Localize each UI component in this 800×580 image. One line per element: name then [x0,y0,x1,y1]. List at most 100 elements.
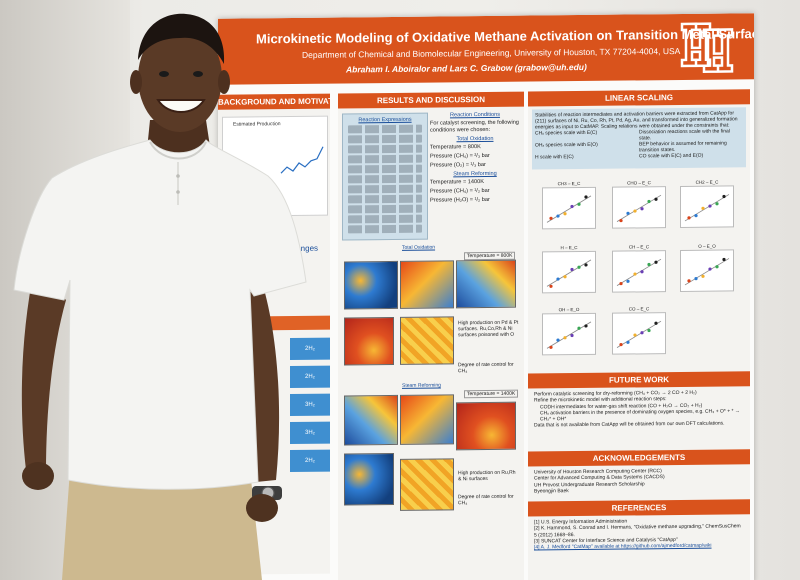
eye-left [159,71,169,77]
ear-left [130,70,142,94]
scaling-fit-line [684,258,730,286]
steam-reforming-ch4: Pressure (CH₄) = ¹/₂ bar [430,187,490,195]
scaling-fit-line [616,194,662,222]
scaling-point [570,267,574,272]
shirt-button-2 [176,190,180,194]
left-eq-4: 3H₂ [290,421,330,445]
scaling-point [626,340,630,344]
linear-scaling-box: Stabilities of reaction intermediates an… [532,107,746,170]
heatmap-steam-3 [456,401,516,451]
scaling-point [633,209,637,213]
oxidation-note-2: Degree of rate control for CH₄ [458,361,514,375]
heatmap-steam-4 [344,452,394,506]
scaling-point [708,267,712,271]
scaling-point [577,265,581,269]
scaling-point [584,195,588,199]
scaling-plots: CH3 – E_C CHO – E_C CH2 – E_C H – E_C CH – E… [528,104,750,356]
linear-bullet-4: CO scale with E(C) and E(O) [639,152,704,160]
scaling-plot-title: OH – E_O [558,307,580,313]
scaling-point [556,214,560,218]
poster-banner: Microkinetic Modeling of Oxidative Metha… [218,13,754,85]
scaling-point [563,336,567,340]
scaling-point [584,263,588,267]
scaling-point [722,257,726,262]
scaling-point [570,333,574,338]
scaling-plot: H – E_C [542,245,596,294]
total-oxidation-plot-label: Total Oxidation [402,244,436,251]
scaling-point [687,279,691,283]
heatmap-oxidation-2 [400,260,454,309]
scaling-point [633,333,637,337]
scaling-point [701,274,705,278]
scaling-point [584,324,588,328]
poster-authors: Abraham I. Aboiralor and Lars C. Grabow … [346,61,587,75]
scaling-plot: CO – E_C [612,306,666,355]
scaling-fit-line [546,259,592,287]
reaction-expressions-title: Reaction Expressions [358,116,412,124]
scaling-plot: OH – E_O [542,307,596,356]
results-heading: RESULTS AND DISCUSSION [338,91,524,109]
linear-bullet-2: OHₓ species scale with E(O) [535,141,598,149]
linear-scaling-text: Stabilities of reaction intermediates an… [535,110,738,131]
heatmap-steam-2 [400,394,454,445]
steam-reforming-temp: Temperature = 1400K [430,179,484,186]
scaling-plot: CH3 – E_C [542,181,596,230]
scaling-point [626,211,630,215]
scaling-point [549,216,553,220]
scaling-plot: CH – E_C [612,244,666,293]
scaling-point [654,197,658,201]
linear-bullet-5: Dissociation reactions scale with the fi… [639,128,730,142]
total-oxidation-o2: Pressure (O₂) = ¹/₃ bar [430,162,486,169]
scaling-point [549,345,553,349]
scaling-point [647,262,651,267]
linear-scaling-heading: LINEAR SCALING [528,89,750,107]
references-section: REFERENCES [1] U.S. Energy Information A… [528,499,750,554]
challenges-label: Challenges [278,243,319,254]
scaling-point [549,284,553,288]
scaling-point [556,338,560,342]
research-poster: Microkinetic Modeling of Oxidative Metha… [218,13,754,580]
scaling-point [722,194,726,199]
production-plot: Estimated Production [222,115,328,217]
steam-note-1: High production on Ru,Rh & Ni surfaces [458,469,516,483]
scaling-plot: CHO – E_C [612,180,666,229]
left-eq-1: 2H₂ [290,337,330,361]
scaling-point [556,277,560,281]
future-item-5: Data that is not available from CatApp w… [534,420,725,429]
scaling-point [577,202,581,206]
shirt-button-1 [176,174,180,178]
acknowledgements-section: ACKNOWLEDGEMENTS University of Houston R… [528,449,750,498]
scaling-point [626,279,630,283]
scaling-point [563,275,567,279]
scaling-point [577,326,581,330]
scaling-point [640,270,644,274]
total-oxidation-title: Total Oxidation [456,135,494,143]
total-oxidation-temp: Temperature = 800K [430,144,481,151]
steam-reforming-h2o: Pressure (H₂O) = ¹/₂ bar [430,196,490,204]
oxidation-note-1: High production on Pd & Pt surfaces. Ru,… [458,319,519,339]
left-eq-5: 2H₂ [290,449,330,473]
neck [146,120,212,160]
steam-reforming-plot-label: Steam Reforming [402,382,441,389]
reaction-expressions-box: Reaction Expressions [342,112,428,241]
steam-reforming-title: Steam Reforming [453,170,497,178]
scaling-point [640,207,644,211]
heatmap-oxidation-5 [400,316,454,365]
scaling-point [715,202,719,206]
scaling-point [570,204,574,209]
total-oxidation-ch4: Pressure (CH₄) = ²/₃ bar [430,152,490,160]
steam-note-2: Degree of rate control for CH₄ [458,493,514,507]
scaling-fit-line [616,258,662,286]
scaling-fit-line [546,321,592,349]
scaling-fit-line [616,320,662,348]
ref-item-4: [4] A. J. Medford "CatMap" available at … [534,542,712,551]
heatmap-oxidation-1 [344,260,398,310]
linear-bullet-1: CHₓ species scale with E(C) [535,129,598,137]
scaling-plot-title: CH2 – E_C [695,179,719,185]
face [138,24,222,132]
production-plot-caption: Estimated Production [233,121,281,128]
tshirt-collar [149,141,207,160]
temp-1400-label: Temperature = 1400K [464,389,519,399]
scaling-point [619,281,623,286]
